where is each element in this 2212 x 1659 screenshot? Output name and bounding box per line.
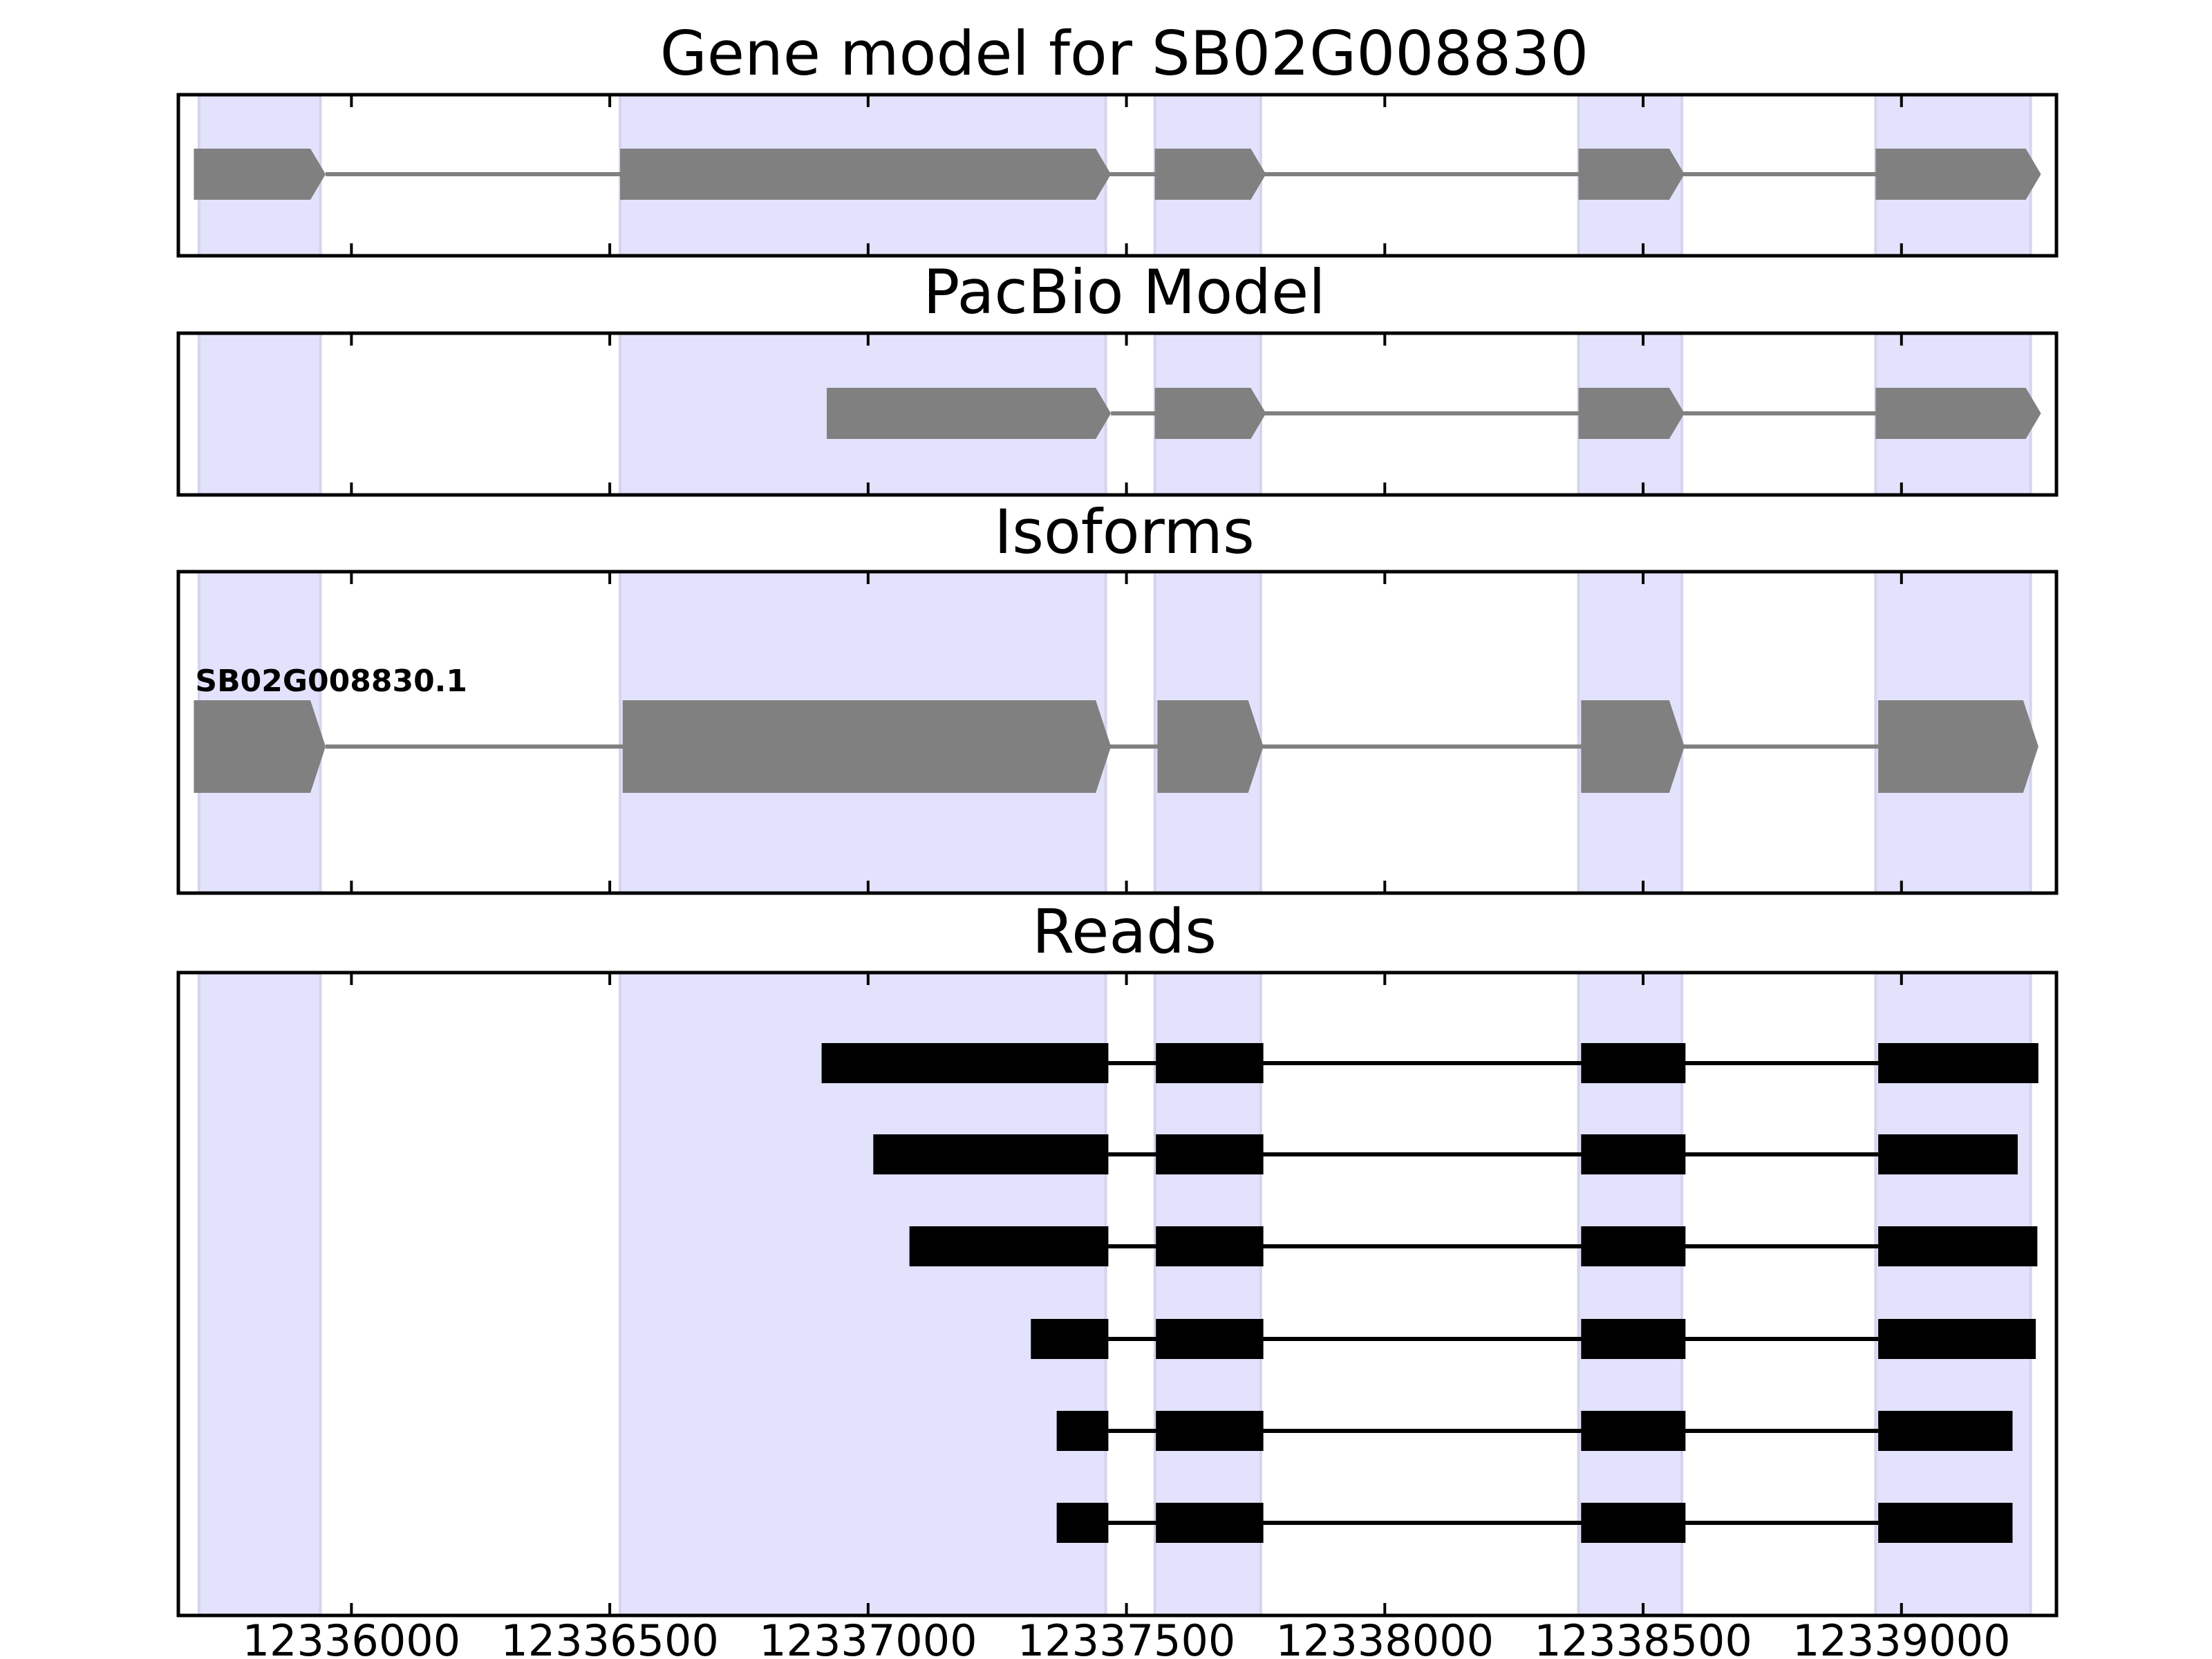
exon-block [194, 700, 326, 793]
x-tick-label: 12337500 [1018, 1615, 1236, 1659]
read-exon-block [1878, 1134, 2018, 1174]
read-exon-block [1156, 1503, 1264, 1543]
panel-frame [176, 93, 2059, 258]
read-exon-block [1581, 1503, 1686, 1543]
panel-3: Reads [176, 896, 2059, 1618]
exon-block [620, 149, 1112, 200]
panel-title: Isoforms [994, 496, 1255, 568]
read-exon-block [1581, 1226, 1686, 1266]
panel-title: PacBio Model [923, 256, 1325, 328]
read-exon-block [1056, 1503, 1109, 1543]
read-exon-block [1878, 1319, 2036, 1359]
read-exon-block [1156, 1134, 1264, 1174]
exon-block [1875, 388, 2041, 439]
gene-track [827, 388, 2041, 439]
panel-frame [176, 971, 2059, 1618]
read-exon-block [1156, 1319, 1264, 1359]
read-exon-block [1878, 1226, 2038, 1266]
exon-block [1581, 700, 1685, 793]
read-exon-block [1581, 1319, 1686, 1359]
gene-track: SB02G008830.1 [194, 664, 2038, 793]
read-exon-block [821, 1043, 1109, 1083]
panel-frame [176, 331, 2059, 497]
exon-block [1157, 700, 1264, 793]
read-exon-block [1878, 1503, 2013, 1543]
exon-highlight-band [197, 971, 322, 1617]
read-track [1031, 1319, 2036, 1359]
read-track [909, 1226, 2038, 1266]
x-tick-label: 12338000 [1276, 1615, 1494, 1659]
read-exon-block [1878, 1043, 2038, 1083]
panel-0: Gene model for SB02G008830 [176, 18, 2059, 258]
read-exon-block [1156, 1226, 1264, 1266]
read-exon-block [1156, 1411, 1264, 1451]
x-tick-label: 12336500 [500, 1615, 719, 1659]
read-exon-block [1031, 1319, 1109, 1359]
read-exon-block [1581, 1411, 1686, 1451]
read-exon-block [1581, 1134, 1686, 1174]
exon-block [1154, 388, 1266, 439]
panel-frame [176, 570, 2059, 895]
exon-block [194, 149, 326, 200]
exon-block [827, 388, 1112, 439]
panel-1: PacBio Model [176, 256, 2059, 497]
x-tick-label: 12338500 [1534, 1615, 1752, 1659]
gene-track [194, 149, 2041, 200]
panel-title: Gene model for SB02G008830 [660, 18, 1589, 89]
read-exon-block [909, 1226, 1109, 1266]
exon-block [1578, 388, 1685, 439]
exon-block [1578, 149, 1685, 200]
panel-title: Reads [1032, 896, 1217, 967]
read-track [821, 1043, 2038, 1083]
read-track [1056, 1503, 2013, 1543]
read-exon-block [1581, 1043, 1686, 1083]
read-exon-block [1878, 1411, 2013, 1451]
read-exon-block [1056, 1411, 1109, 1451]
exon-block [1875, 149, 2041, 200]
exon-block [1154, 149, 1266, 200]
isoform-label: SB02G008830.1 [195, 664, 467, 699]
panel-2: SB02G008830.1 Isoforms [176, 496, 2059, 895]
x-tick-label: 12339000 [1792, 1615, 2011, 1659]
read-exon-block [873, 1134, 1109, 1174]
read-track [1056, 1411, 2013, 1451]
exon-highlight-band [197, 332, 322, 496]
read-track [873, 1134, 2018, 1174]
x-tick-label: 12337000 [759, 1615, 977, 1659]
x-tick-label: 12336000 [243, 1615, 461, 1659]
read-exon-block [1156, 1043, 1264, 1083]
exon-block [1878, 700, 2038, 793]
exon-block [622, 700, 1112, 793]
